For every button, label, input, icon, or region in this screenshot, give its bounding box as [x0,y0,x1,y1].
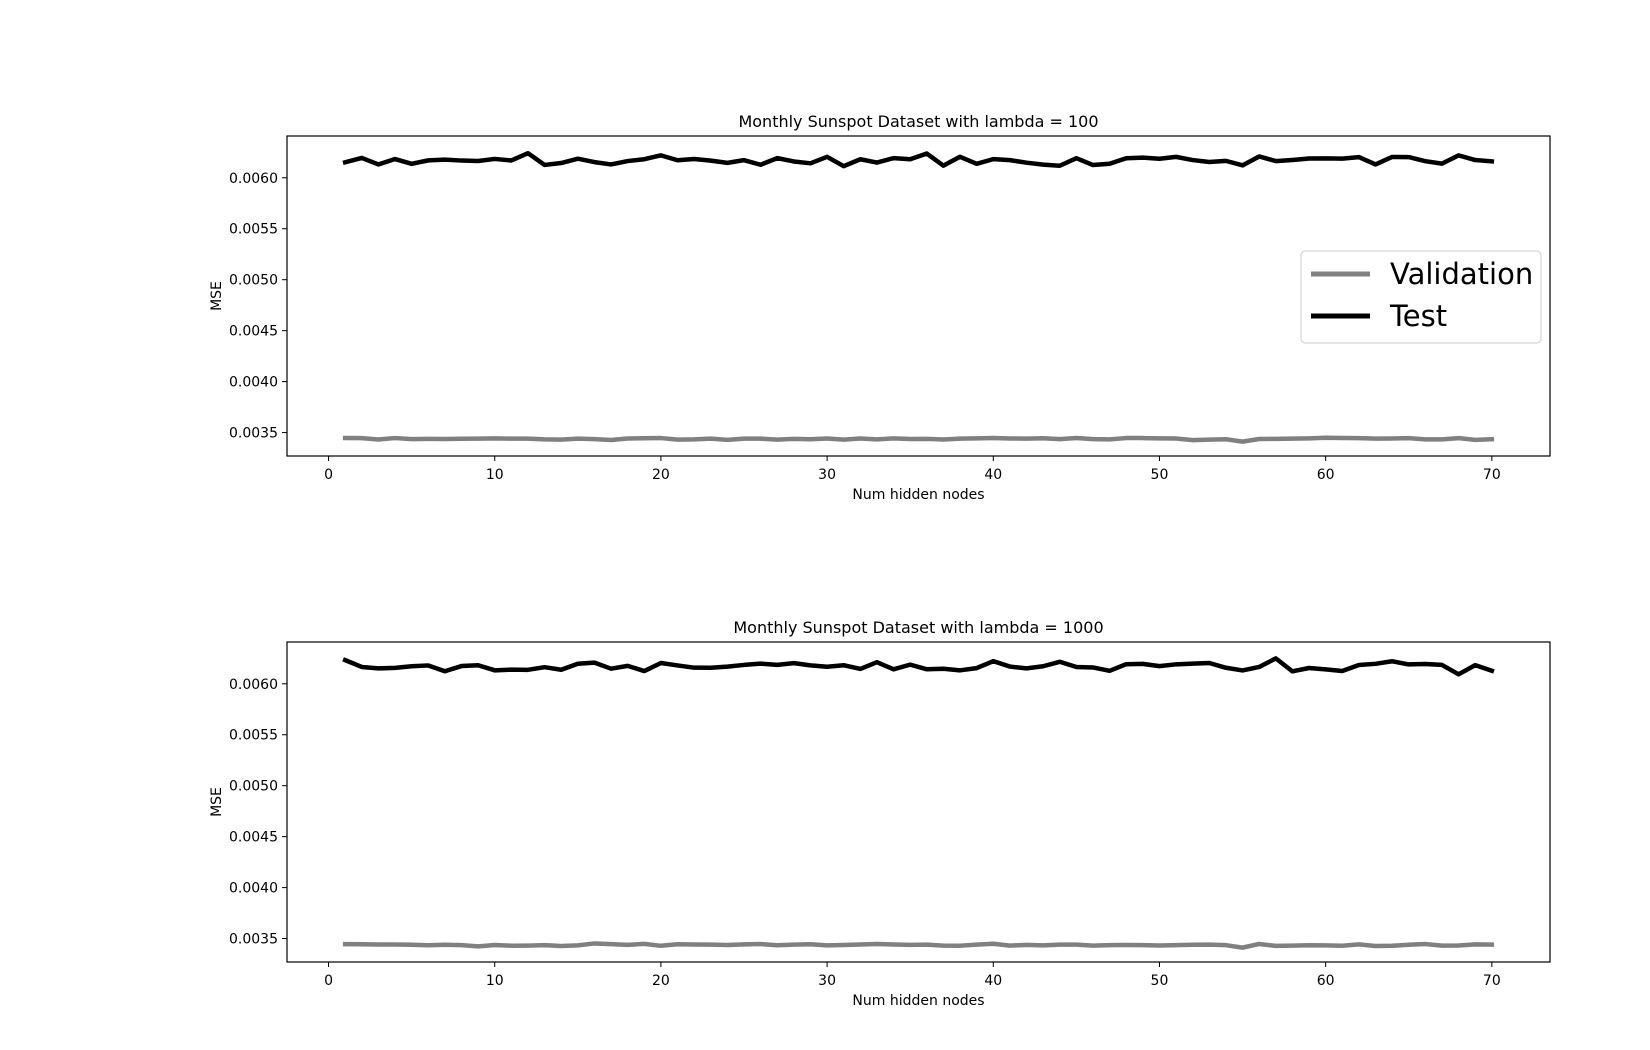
axes-frame [286,135,1551,457]
chart-panel-1: Monthly Sunspot Dataset with lambda = 10… [209,112,1551,503]
x-tick-label: 60 [1317,973,1335,989]
y-tick-label: 0.0035 [229,932,278,948]
y-axis-label: MSE [209,281,225,311]
y-tick-label: 0.0055 [229,728,278,744]
y-tick-label: 0.0050 [229,779,278,795]
y-tick-label: 0.0055 [229,222,278,238]
y-tick-label: 0.0040 [229,881,278,897]
x-tick-label: 30 [818,973,836,989]
series-line-grey [342,941,1495,950]
axes-frame [286,641,1551,963]
x-tick-label: 20 [652,973,670,989]
y-tick-label: 0.0040 [229,375,278,391]
y-tick-label: 0.0050 [229,273,278,289]
x-tick-label: 20 [652,467,670,483]
y-tick-label: 0.0060 [229,171,278,187]
x-axis-label: Num hidden nodes [852,993,984,1009]
chart-panel-2: Monthly Sunspot Dataset with lambda = 10… [209,618,1551,1009]
chart-title: Monthly Sunspot Dataset with lambda = 10… [738,112,1098,131]
x-tick-label: 70 [1483,467,1501,483]
y-tick-label: 0.0045 [229,324,278,340]
x-tick-label: 40 [984,467,1002,483]
x-tick-label: 10 [486,973,504,989]
x-tick-label: 70 [1483,973,1501,989]
x-tick-label: 50 [1151,973,1169,989]
legend: Validation Test [1300,250,1542,344]
chart-title: Monthly Sunspot Dataset with lambda = 10… [733,618,1103,637]
x-axis-label: Num hidden nodes [852,487,984,503]
x-tick-label: 0 [324,973,333,989]
y-axis-label: MSE [209,787,225,817]
y-tick-label: 0.0060 [229,677,278,693]
x-tick-label: 50 [1151,467,1169,483]
x-tick-label: 40 [984,973,1002,989]
y-tick-label: 0.0035 [229,426,278,442]
x-tick-label: 30 [818,467,836,483]
legend-entry-validation: Validation [1390,257,1533,291]
legend-entry-test: Test [1389,299,1447,333]
y-tick-label: 0.0045 [229,830,278,846]
x-tick-label: 0 [324,467,333,483]
x-tick-label: 10 [486,467,504,483]
series-line-test [342,150,1495,169]
series-line-validation [342,435,1495,444]
series-line-black [342,656,1495,677]
x-tick-label: 60 [1317,467,1335,483]
